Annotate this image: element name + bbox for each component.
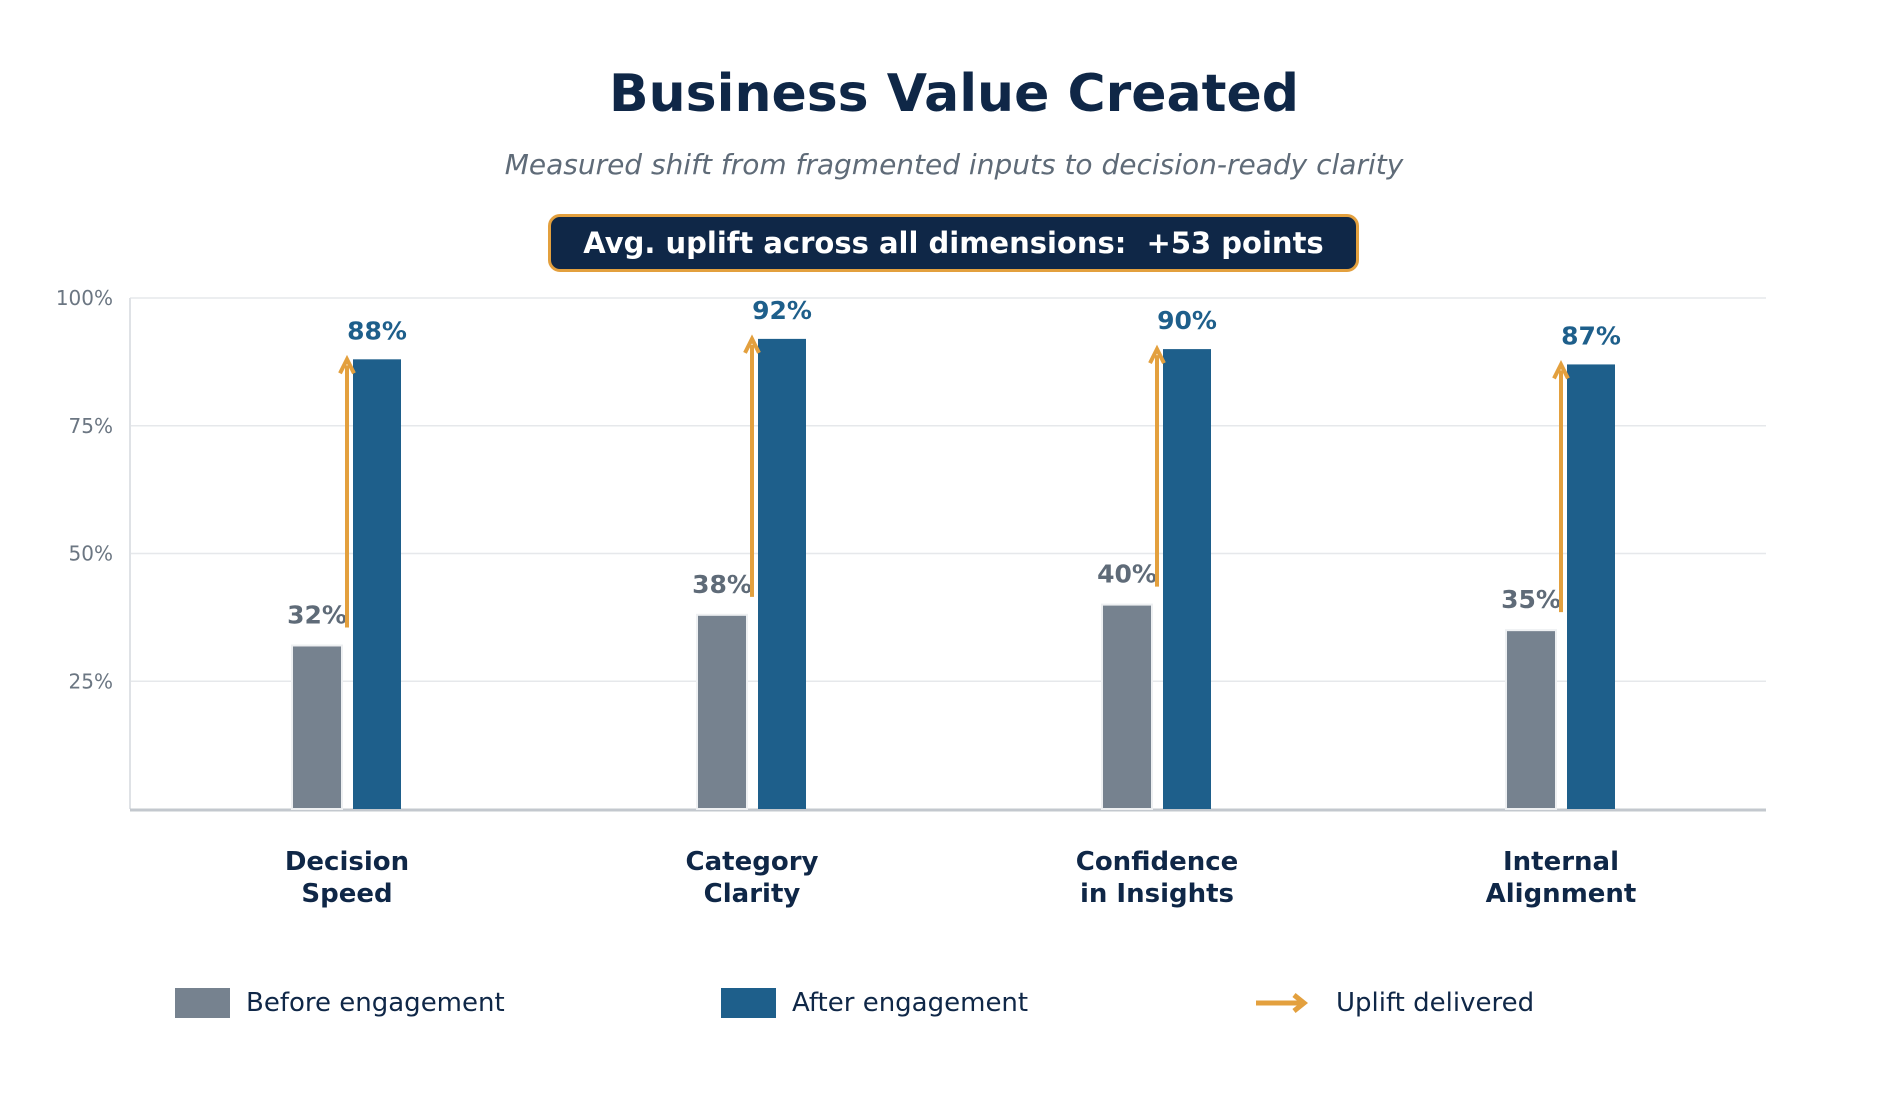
data-label-before: 40% (1097, 560, 1157, 589)
x-category-label: Alignment (1486, 879, 1637, 909)
bar-after (353, 359, 401, 809)
y-tick-label: 25% (69, 669, 113, 693)
uplift-arrowhead (743, 334, 761, 354)
uplift-arrowhead (1148, 344, 1166, 364)
data-label-before: 35% (1501, 585, 1561, 614)
x-category-label: Confidence (1076, 847, 1239, 877)
chart-subtitle: Measured shift from fragmented inputs to… (504, 148, 1404, 181)
bar-before (1505, 629, 1557, 811)
data-label-after: 87% (1561, 321, 1621, 350)
x-category-label: Internal (1503, 847, 1619, 877)
data-label-before: 38% (692, 570, 752, 599)
y-tick-label: 100% (56, 286, 113, 310)
bar-before (696, 613, 748, 810)
legend-before-swatch (175, 988, 230, 1018)
uplift-arrow-icon (1256, 993, 1309, 1013)
y-tick-label: 75% (69, 414, 113, 438)
legend-after-swatch (721, 988, 776, 1018)
chart-title: Business Value Created (609, 64, 1299, 124)
uplift-callout-badge: Avg. uplift across all dimensions: +53 p… (548, 214, 1359, 272)
data-label-after: 88% (347, 316, 407, 345)
x-category-label: Speed (301, 879, 392, 909)
legend-before-label: Before engagement (246, 988, 505, 1018)
y-tick-label: 50% (69, 542, 113, 566)
bar-after (758, 338, 806, 809)
x-category-label: Category (686, 847, 819, 877)
legend-after: After engagement (721, 988, 1028, 1018)
bar-before (291, 644, 343, 810)
uplift-arrowhead (1552, 359, 1570, 380)
uplift-arrowhead (338, 354, 356, 375)
data-label-after: 90% (1157, 306, 1217, 335)
legend-before: Before engagement (175, 988, 505, 1018)
legend-after-label: After engagement (792, 988, 1029, 1018)
legend-uplift-label: Uplift delivered (1336, 988, 1535, 1018)
x-category-label: Decision (285, 847, 409, 877)
data-label-after: 92% (752, 296, 812, 325)
data-label-before: 32% (287, 600, 347, 629)
x-category-label: Clarity (704, 879, 801, 909)
x-category-label: in Insights (1080, 879, 1234, 909)
bar-after (1163, 349, 1211, 809)
legend-uplift: Uplift delivered (1254, 988, 1534, 1018)
bar-before (1101, 603, 1153, 810)
bar-after (1567, 364, 1615, 809)
